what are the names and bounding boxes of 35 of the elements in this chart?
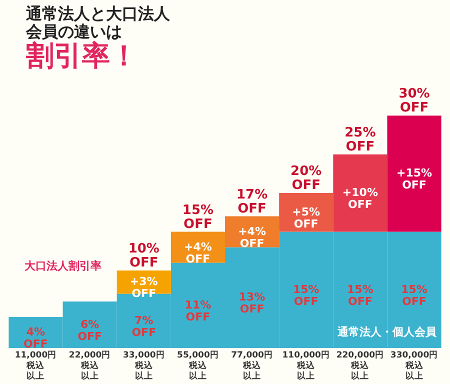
bar [279,193,334,232]
total-label: 25% OFF [344,125,376,154]
total-label: 30% OFF [398,86,430,116]
data-label: 13% OFF [238,290,266,316]
data-label: 15% OFF [347,282,374,308]
total-label: 20% OFF [290,164,322,194]
series-label: 大口法人割引率 [24,260,102,273]
data-label: 6% OFF [78,318,102,343]
total-label: 15% OFF [182,202,214,232]
x-tick-label: 220,000円税込以上 [336,350,384,382]
data-label: +3% OFF [130,275,158,300]
bar [387,116,442,232]
x-tick-label: 11,000円税込以上 [14,350,57,382]
x-tick-label: 110,000円税込以上 [282,350,330,382]
data-label: +4% OFF [184,240,212,266]
data-label: 15% OFF [292,282,320,308]
data-label: +15% OFF [396,166,432,192]
series-label: 通常法人・個人会員 [336,326,438,339]
bar [333,154,388,232]
x-tick-label: 55,000円税込以上 [177,350,219,382]
chart-title: 通常法人と大口法人会員の違いは [25,4,171,41]
data-label: 15% OFF [401,282,428,308]
data-label: +4% OFF [238,224,266,250]
x-tick-label: 22,000円税込以上 [68,350,111,382]
data-label: +5% OFF [292,205,320,230]
chart-subtitle: 割引率！ [25,39,138,72]
total-label: 17% OFF [236,187,268,216]
x-tick-label: 330,000円税込以上 [390,350,438,382]
data-label: +10% OFF [342,186,378,212]
total-label: 10% OFF [128,242,160,271]
data-label: 11% OFF [184,298,212,324]
data-label: 4% OFF [24,326,48,351]
x-tick-label: 77,000円税込以上 [231,350,273,382]
data-label: 7% OFF [132,314,156,339]
x-tick-label: 33,000円税込以上 [122,350,165,382]
